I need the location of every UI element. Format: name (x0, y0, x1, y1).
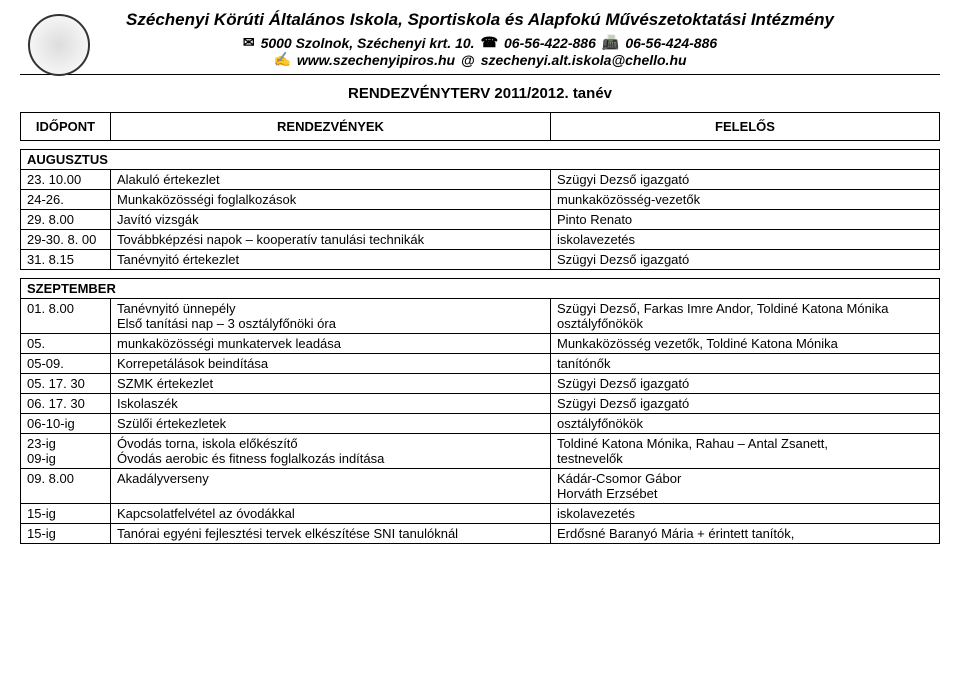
cell-resp: iskolavezetés (551, 230, 940, 250)
table-row: 09. 8.00AkadályversenyKádár-Csomor Gábor… (21, 469, 940, 504)
table-row: 06-10-igSzülői értekezletekosztályfőnökö… (21, 414, 940, 434)
cell-date: 24-26. (21, 190, 111, 210)
table-row: 24-26.Munkaközösségi foglalkozásokmunkak… (21, 190, 940, 210)
cell-event: Korrepetálások beindítása (111, 354, 551, 374)
cell-event: Tanórai egyéni fejlesztési tervek elkész… (111, 524, 551, 544)
fax-text: 06-56-424-886 (625, 35, 717, 51)
fax-icon: 📠 (602, 34, 619, 51)
mail-icon: ✉ (243, 34, 255, 51)
month-label-row: AUGUSZTUS (21, 150, 940, 170)
cell-date: 05. (21, 334, 111, 354)
contact-line: ✉ 5000 Szolnok, Széchenyi krt. 10. ☎ 06-… (20, 34, 940, 51)
cell-resp: Kádár-Csomor Gábor Horváth Erzsébet (551, 469, 940, 504)
cell-resp: Szügyi Dezső igazgató (551, 170, 940, 190)
cell-event: Javító vizsgák (111, 210, 551, 230)
cell-date: 29. 8.00 (21, 210, 111, 230)
table-row: 29. 8.00Javító vizsgákPinto Renato (21, 210, 940, 230)
cell-event: munkaközösségi munkatervek leadása (111, 334, 551, 354)
cell-event: Alakuló értekezlet (111, 170, 551, 190)
col-header-date: IDŐPONT (21, 113, 111, 141)
cell-date: 06. 17. 30 (21, 394, 111, 414)
table-row: 05.munkaközösségi munkatervek leadásaMun… (21, 334, 940, 354)
table-row: 15-igTanórai egyéni fejlesztési tervek e… (21, 524, 940, 544)
web-line: ✍ www.szechenyipiros.hu @ szechenyi.alt.… (20, 51, 940, 68)
school-name: Széchenyi Körúti Általános Iskola, Sport… (20, 10, 940, 30)
cell-date: 15-ig (21, 524, 111, 544)
month-label: AUGUSZTUS (21, 150, 940, 170)
month-table: AUGUSZTUS23. 10.00Alakuló értekezletSzüg… (20, 149, 940, 270)
cell-event: Óvodás torna, iskola előkészítő Óvodás a… (111, 434, 551, 469)
table-row: 23. 10.00Alakuló értekezletSzügyi Dezső … (21, 170, 940, 190)
cell-resp: Szügyi Dezső, Farkas Imre Andor, Toldiné… (551, 299, 940, 334)
table-header-row: IDŐPONT RENDEZVÉNYEK FELELŐS (21, 113, 940, 141)
cell-event: Tanévnyitó ünnepély Első tanítási nap – … (111, 299, 551, 334)
header-divider (20, 74, 940, 75)
cell-event: Továbbképzési napok – kooperatív tanulás… (111, 230, 551, 250)
cell-date: 29-30. 8. 00 (21, 230, 111, 250)
cell-resp: Toldiné Katona Mónika, Rahau – Antal Zsa… (551, 434, 940, 469)
cell-resp: Pinto Renato (551, 210, 940, 230)
cell-resp: tanítónők (551, 354, 940, 374)
cell-resp: osztályfőnökök (551, 414, 940, 434)
table-row: 23-ig 09-igÓvodás torna, iskola előkészí… (21, 434, 940, 469)
table-row: 15-igKapcsolatfelvétel az óvodákkaliskol… (21, 504, 940, 524)
cell-date: 31. 8.15 (21, 250, 111, 270)
table-row: 06. 17. 30IskolaszékSzügyi Dezső igazgat… (21, 394, 940, 414)
cell-date: 15-ig (21, 504, 111, 524)
hand-icon: ✍ (273, 51, 290, 68)
cell-resp: Szügyi Dezső igazgató (551, 250, 940, 270)
email-text: szechenyi.alt.iskola@chello.hu (481, 52, 687, 68)
cell-event: Tanévnyitó értekezlet (111, 250, 551, 270)
address-text: 5000 Szolnok, Széchenyi krt. 10. (261, 35, 475, 51)
cell-resp: Erdősné Baranyó Mária + érintett tanítók… (551, 524, 940, 544)
table-row: 31. 8.15Tanévnyitó értekezletSzügyi Dezs… (21, 250, 940, 270)
cell-event: Iskolaszék (111, 394, 551, 414)
header-table: IDŐPONT RENDEZVÉNYEK FELELŐS (20, 112, 940, 141)
cell-resp: Munkaközösség vezetők, Toldiné Katona Mó… (551, 334, 940, 354)
table-row: 05. 17. 30SZMK értekezletSzügyi Dezső ig… (21, 374, 940, 394)
cell-date: 05. 17. 30 (21, 374, 111, 394)
cell-date: 01. 8.00 (21, 299, 111, 334)
cell-date: 06-10-ig (21, 414, 111, 434)
web-text: www.szechenyipiros.hu (297, 52, 455, 68)
cell-date: 23. 10.00 (21, 170, 111, 190)
table-row: 05-09.Korrepetálások beindításatanítónők (21, 354, 940, 374)
cell-date: 09. 8.00 (21, 469, 111, 504)
at-icon: @ (461, 52, 475, 68)
cell-event: Kapcsolatfelvétel az óvodákkal (111, 504, 551, 524)
cell-resp: Szügyi Dezső igazgató (551, 374, 940, 394)
cell-event: Akadályverseny (111, 469, 551, 504)
col-header-responsible: FELELŐS (551, 113, 940, 141)
cell-date: 23-ig 09-ig (21, 434, 111, 469)
cell-date: 05-09. (21, 354, 111, 374)
cell-resp: iskolavezetés (551, 504, 940, 524)
phone-text: 06-56-422-886 (504, 35, 596, 51)
cell-event: Szülői értekezletek (111, 414, 551, 434)
month-label: SZEPTEMBER (21, 279, 940, 299)
col-header-event: RENDEZVÉNYEK (111, 113, 551, 141)
phone-icon: ☎ (481, 34, 498, 51)
school-logo (28, 14, 90, 76)
month-table: SZEPTEMBER01. 8.00Tanévnyitó ünnepély El… (20, 278, 940, 544)
table-row: 01. 8.00Tanévnyitó ünnepély Első tanítás… (21, 299, 940, 334)
cell-resp: Szügyi Dezső igazgató (551, 394, 940, 414)
document-title: RENDEZVÉNYTERV 2011/2012. tanév (20, 85, 940, 102)
cell-event: Munkaközösségi foglalkozások (111, 190, 551, 210)
cell-resp: munkaközösség-vezetők (551, 190, 940, 210)
cell-event: SZMK értekezlet (111, 374, 551, 394)
table-row: 29-30. 8. 00Továbbképzési napok – kooper… (21, 230, 940, 250)
month-label-row: SZEPTEMBER (21, 279, 940, 299)
